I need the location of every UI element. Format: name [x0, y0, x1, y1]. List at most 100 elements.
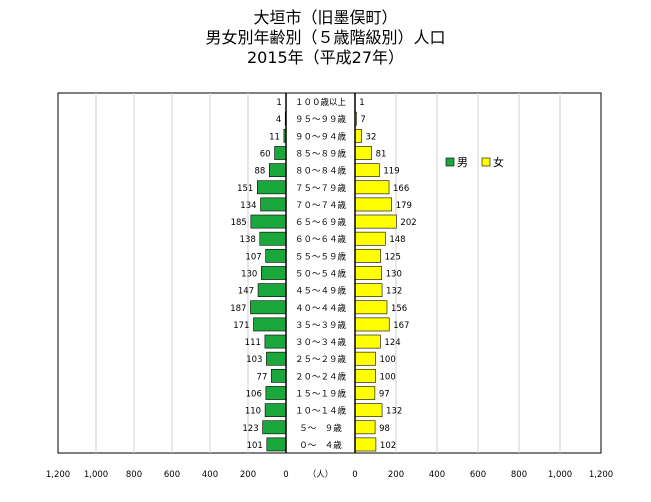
bar-male [271, 368, 287, 383]
category-label: １０～１４歳 [295, 406, 347, 417]
category-label: ７５～７９歳 [295, 183, 347, 194]
category-label: ４５～４９歳 [295, 286, 347, 297]
bar-male [260, 197, 287, 212]
data-label-male: 4 [276, 115, 281, 125]
data-label-female: 7 [360, 115, 365, 125]
category-label: ９０～９４歳 [295, 131, 347, 142]
x-tick-label-right: 800 [511, 470, 527, 480]
data-label-female: 97 [379, 390, 390, 400]
bar-female [354, 300, 388, 315]
data-label-female: 179 [396, 201, 412, 211]
bar-female [354, 386, 376, 400]
data-label-male: 106 [246, 390, 262, 400]
data-label-male: 185 [231, 218, 247, 228]
category-label: ２５～２９歳 [295, 354, 347, 365]
data-label-female: 81 [376, 150, 387, 160]
bar-female [354, 334, 381, 349]
category-label: ９５～９９歳 [295, 114, 347, 125]
x-tick-label-left: 1,200 [46, 470, 70, 480]
bar-female [354, 351, 376, 366]
chart-title-line2: 男女別年齢別（５歳階級別）人口 [205, 28, 446, 47]
data-label-male: 138 [240, 235, 256, 245]
data-label-male: 77 [257, 372, 268, 382]
data-label-female: 148 [389, 235, 405, 245]
data-label-female: 32 [366, 132, 377, 142]
data-label-female: 100 [380, 355, 396, 365]
x-tick-label-right: 1,000 [548, 470, 572, 480]
data-label-male: 88 [254, 167, 265, 177]
bar-female [354, 231, 386, 246]
category-label: ６０～６４歳 [295, 234, 347, 245]
bar-male [257, 283, 287, 298]
data-label-male: 101 [247, 441, 263, 451]
bar-female [354, 163, 380, 178]
bar-male [257, 180, 287, 195]
x-tick-label-right: 0 [352, 470, 357, 480]
bar-male [259, 231, 287, 246]
bar-female [354, 128, 362, 143]
category-label: ８０～８４歳 [295, 166, 347, 177]
data-label-male: 147 [238, 287, 254, 297]
data-label-male: 187 [230, 304, 246, 314]
x-tick-label-right: 400 [429, 470, 445, 480]
data-label-male: 134 [240, 201, 256, 211]
data-label-male: 110 [245, 407, 261, 417]
x-tick-label-left: 600 [164, 470, 180, 480]
data-label-male: 171 [233, 321, 249, 331]
data-label-female: 156 [391, 304, 407, 314]
bar-male [253, 317, 287, 332]
x-tick-label-right: 600 [470, 470, 486, 480]
bar-female [354, 283, 383, 298]
data-label-female: 167 [393, 321, 409, 331]
data-label-male: 11 [269, 132, 280, 142]
data-label-male: 107 [245, 252, 261, 262]
bar-female [354, 317, 390, 332]
data-label-female: 124 [384, 338, 400, 348]
bar-male [266, 351, 287, 366]
bar-male [264, 403, 287, 418]
data-label-male: 151 [237, 184, 253, 194]
category-label: ５～ ９歳 [299, 423, 342, 434]
data-label-female: 1 [359, 98, 364, 108]
bar-female [354, 214, 397, 229]
x-tick-label-left: 800 [126, 470, 142, 480]
category-label: ３０～３４歳 [295, 337, 347, 348]
category-label: ４０～４４歳 [295, 303, 347, 314]
legend-label-female: 女 [493, 155, 504, 169]
chart-title-line1: 大垣市（旧墨俣町） [253, 8, 398, 27]
x-tick-label-left: 400 [202, 470, 218, 480]
category-label: ８５～８９歳 [295, 149, 347, 160]
category-label: ５５～５９歳 [295, 251, 347, 262]
x-tick-label-left: 200 [240, 470, 256, 480]
category-label: ６５～６９歳 [295, 217, 347, 228]
bar-male [274, 146, 287, 160]
bar-male [250, 300, 287, 315]
x-tick-label-right: 200 [388, 470, 404, 480]
data-label-male: 130 [241, 270, 257, 280]
bar-female [354, 266, 382, 280]
data-label-female: 166 [393, 184, 409, 194]
category-label: １００歳以上 [295, 97, 347, 108]
data-label-female: 119 [383, 167, 399, 177]
legend-swatch-male [445, 157, 455, 167]
x-tick-label-right: 1,200 [589, 470, 613, 480]
bar-male [265, 248, 287, 263]
bar-male [264, 334, 287, 349]
bar-female [354, 180, 390, 195]
bar-male [250, 214, 287, 229]
data-label-female: 102 [380, 441, 396, 451]
data-label-female: 100 [380, 372, 396, 382]
data-label-female: 132 [386, 407, 402, 417]
chart-title-line3: 2015年（平成27年） [246, 48, 405, 67]
data-label-female: 98 [379, 424, 390, 434]
category-label: ３５～３９歳 [295, 320, 347, 331]
data-label-female: 202 [400, 218, 416, 228]
data-label-male: 111 [245, 338, 261, 348]
data-label-male: 123 [242, 424, 258, 434]
data-label-male: 1 [276, 98, 281, 108]
data-label-female: 132 [386, 287, 402, 297]
bar-female [354, 248, 381, 263]
x-unit-label: （人） [308, 469, 334, 480]
data-label-female: 130 [386, 270, 402, 280]
